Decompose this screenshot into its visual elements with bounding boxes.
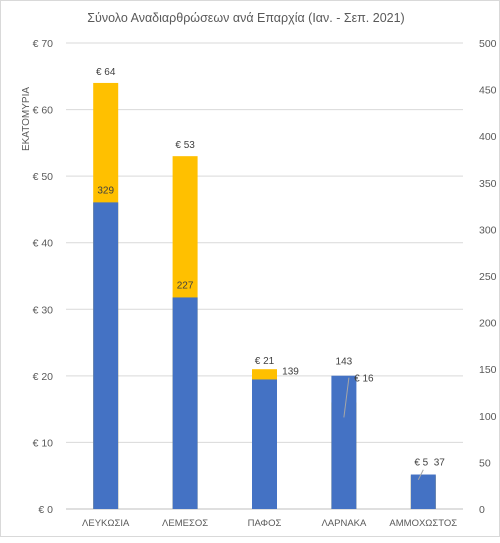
left-tick-label: € 10 [33, 437, 54, 449]
count-bar [93, 202, 119, 509]
count-bar [252, 379, 277, 509]
amount-label: € 21 [255, 356, 275, 367]
left-tick-label: € 20 [33, 371, 54, 383]
left-tick-label: € 60 [33, 105, 54, 117]
category-label: ΛΑΡΝΑΚΑ [321, 518, 367, 529]
right-tick-label: 500 [479, 38, 497, 50]
left-tick-label: € 50 [33, 171, 54, 183]
right-tick-label: 300 [479, 224, 497, 236]
right-tick-label: 400 [479, 131, 497, 143]
right-tick-label: 0 [479, 504, 485, 516]
count-bar [410, 474, 436, 509]
right-tick-label: 50 [479, 457, 491, 469]
amount-label: € 53 [175, 140, 195, 151]
category-label: ΑΜΜΟΧΩΣΤΟΣ [389, 518, 457, 529]
amount-label: € 16 [354, 374, 374, 385]
count-label: 227 [177, 280, 194, 291]
right-axis: 0 50 100 150 200 250 300 350 400 450 500 [479, 38, 497, 516]
left-tick-label: € 70 [33, 38, 54, 50]
right-tick-label: 450 [479, 85, 497, 97]
right-tick-label: 250 [479, 271, 497, 283]
chart-title: Σύνολο Αναδιαρθρώσεων ανά Επαρχία (Ιαν. … [87, 11, 404, 25]
count-label: 329 [97, 185, 114, 196]
category-label: ΛΕΜΕΣΟΣ [162, 518, 208, 529]
right-tick-label: 150 [479, 364, 497, 376]
bars [93, 82, 436, 509]
count-label: 143 [336, 357, 353, 368]
right-tick-label: 100 [479, 411, 497, 423]
count-label: 37 [434, 458, 446, 469]
right-tick-label: 350 [479, 178, 497, 190]
category-axis: ΛΕΥΚΩΣΙΑ ΛΕΜΕΣΟΣ ΠΑΦΟΣ ΛΑΡΝΑΚΑ ΑΜΜΟΧΩΣΤΟΣ [82, 518, 457, 529]
category-label: ΠΑΦΟΣ [248, 518, 282, 529]
left-axis: € 0 € 10 € 20 € 30 € 40 € 50 € 60 € 70 [33, 38, 54, 516]
y-axis-title: ΕΚΑΤΟΜΥΡΙΑ [21, 87, 32, 151]
category-label: ΛΕΥΚΩΣΙΑ [82, 518, 130, 529]
label-leader-line [343, 377, 350, 418]
left-tick-label: € 0 [38, 504, 53, 516]
left-tick-label: € 30 [33, 304, 54, 316]
count-bar [331, 375, 357, 509]
left-tick-label: € 40 [33, 238, 54, 250]
label-leader-line [417, 469, 424, 480]
amount-label: € 5 [414, 458, 428, 469]
right-tick-label: 200 [479, 318, 497, 330]
count-label: 139 [282, 366, 299, 377]
count-bar [172, 297, 198, 509]
amount-label: € 64 [96, 67, 116, 78]
